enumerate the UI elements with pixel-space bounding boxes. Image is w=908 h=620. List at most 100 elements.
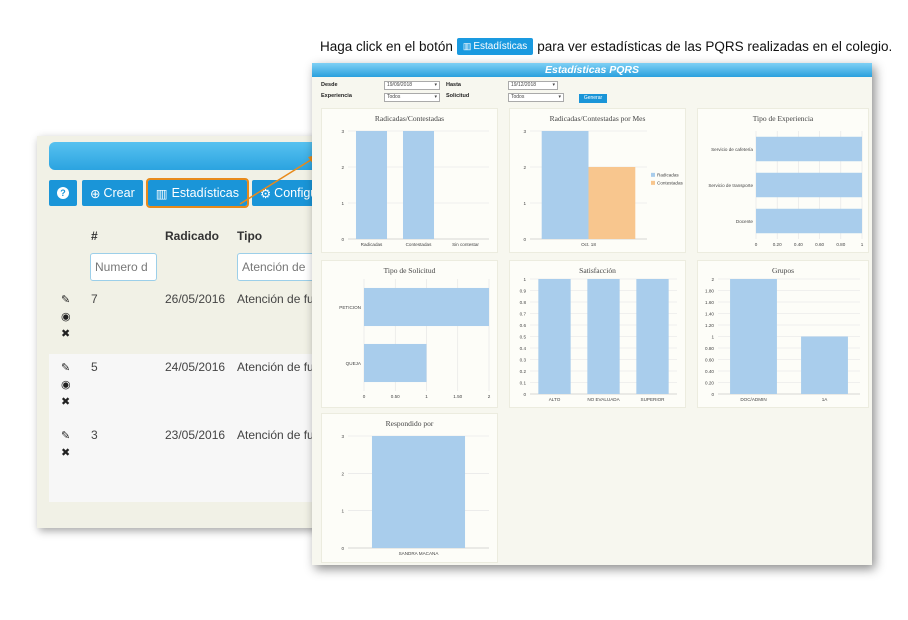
x-tick-label: 0.60 — [815, 242, 824, 247]
legend-label: Radicadas — [657, 172, 679, 177]
delete-icon[interactable]: ✖ — [61, 396, 71, 408]
chart-title: Satisfacción — [579, 266, 616, 275]
y-tick-label: 0.2 — [520, 369, 527, 374]
x-tick-label: 2 — [488, 394, 491, 399]
y-tick-label: 0 — [341, 237, 344, 242]
x-tick-label: Oct. 18 — [581, 242, 596, 247]
chart-solicitud: Tipo de Solicitud 0 0.50 1 1.50 2 PETICION QUEJ… — [321, 260, 498, 408]
x-tick-label: 1A — [822, 397, 829, 402]
chart-svg: 0 1 2 3 Radicadas Contestadas Sin contestar — [341, 129, 489, 247]
row-date: 26/05/2016 — [165, 292, 226, 306]
toolbar: ? ⊕ Crear ▥ Estadísticas ⚙ Configur — [49, 178, 327, 208]
y-tick-label: 0 — [711, 392, 714, 397]
desde-date-input[interactable]: 19/09/2018 ▾ — [384, 81, 440, 90]
chart-title: Tipo de Experiencia — [752, 114, 814, 123]
bar — [588, 167, 636, 239]
edit-icon[interactable]: ✎ — [61, 362, 71, 374]
x-tick-label: 0.40 — [794, 242, 803, 247]
hasta-label: Hasta — [446, 82, 461, 88]
instruction-caption: Haga click en el botón ▥ Estadísticas par… — [320, 38, 892, 55]
bar — [538, 279, 571, 394]
y-tick-label: 2 — [523, 165, 526, 170]
generar-button[interactable]: Generar — [579, 94, 607, 103]
chart-satisfaccion: Satisfacción 0 0.1 0.2 0.3 0.4 0.5 0.6 0.7 0.8 0.9… — [509, 260, 686, 408]
hasta-date-input[interactable]: 19/12/2018 ▾ — [508, 81, 558, 90]
y-tick-label: 1 — [341, 201, 344, 206]
stats-window: Estadísticas PQRS Desde 19/09/2018 ▾ Hast… — [312, 63, 872, 565]
create-label: Crear — [103, 186, 135, 200]
plus-circle-icon: ⊕ — [90, 186, 101, 201]
bar — [364, 343, 427, 383]
caption-before: Haga click en el botón — [320, 39, 453, 54]
table-header: # Radicado Tipo — [91, 229, 262, 243]
bar — [355, 131, 388, 239]
experiencia-label: Experiencia — [321, 93, 352, 99]
row-actions: ✎ ◉ ✖ — [61, 360, 71, 411]
edit-icon[interactable]: ✎ — [61, 294, 71, 306]
row-type: Atención de fun — [237, 428, 321, 442]
bar — [636, 279, 669, 394]
x-tick-label: 0.50 — [391, 394, 400, 399]
row-actions: ✎ ◉ ✖ — [61, 292, 71, 343]
y-tick-label: Servicio de transporte — [708, 183, 753, 188]
gear-icon: ⚙ — [259, 186, 272, 201]
solicitud-select[interactable]: Todos ▾ — [508, 93, 564, 102]
legend-label: Contestadas — [657, 180, 683, 185]
y-tick-label: 1 — [341, 509, 344, 514]
bar — [364, 287, 489, 327]
chart-title: Radicadas/Contestadas por Mes — [549, 114, 646, 123]
edit-icon[interactable]: ✎ — [61, 430, 71, 442]
experiencia-select[interactable]: Todos ▾ — [384, 93, 440, 102]
chart-title: Radicadas/Contestadas — [374, 114, 445, 123]
col-radicado: Radicado — [165, 229, 220, 243]
chevron-down-icon: ▾ — [434, 94, 437, 100]
delete-icon[interactable]: ✖ — [61, 447, 71, 459]
filter-form: Desde 19/09/2018 ▾ Hasta 19/12/2018 ▾ Expe… — [321, 81, 861, 111]
row-num: 3 — [91, 428, 98, 442]
x-tick-label: SUPERIOR — [641, 397, 666, 402]
caption-button-label: Estadísticas — [473, 41, 528, 52]
delete-icon[interactable]: ✖ — [61, 328, 71, 340]
y-tick-label: 0 — [341, 546, 344, 551]
bar — [587, 279, 620, 394]
stats-button[interactable]: ▥ Estadísticas — [145, 178, 249, 208]
y-tick-label: 0.4 — [520, 346, 527, 351]
y-tick-label: 3 — [341, 129, 344, 134]
help-button[interactable]: ? — [49, 180, 77, 206]
x-tick-label: SANDRA MACANA — [399, 551, 440, 556]
chart-svg: 0 0.20 0.40 0.60 0.80 1 Servicio de cafetería S… — [708, 131, 864, 247]
solicitud-label: Solicitud — [446, 93, 470, 99]
chart-svg: 0 0.50 1 1.50 2 PETICION QUEJA — [339, 279, 491, 399]
solicitud-value: Todos — [511, 94, 525, 100]
col-num: # — [91, 229, 98, 243]
experiencia-value: Todos — [387, 94, 401, 100]
x-tick-label: 1 — [425, 394, 428, 399]
y-tick-label: PETICION — [339, 305, 361, 310]
eye-icon[interactable]: ◉ — [61, 379, 71, 391]
x-tick-label: 0.80 — [836, 242, 845, 247]
row-type: Atención de fun — [237, 292, 321, 306]
x-tick-label: 1.50 — [453, 394, 462, 399]
chevron-down-icon: ▾ — [558, 94, 561, 100]
bar-chart-icon: ▥ — [155, 186, 168, 201]
chart-title: Grupos — [771, 266, 795, 275]
create-button[interactable]: ⊕ Crear — [82, 180, 143, 206]
row-actions: ✎ ✖ — [61, 428, 70, 462]
numero-filter-input[interactable]: Numero d — [90, 253, 157, 281]
y-tick-label: 0.9 — [520, 289, 527, 294]
y-tick-label: 2 — [341, 471, 344, 476]
x-tick-label: 0.20 — [773, 242, 782, 247]
eye-icon[interactable]: ◉ — [61, 311, 71, 323]
caption-stats-button: ▥ Estadísticas — [456, 38, 534, 55]
y-tick-label: QUEJA — [346, 361, 362, 366]
chart-svg: 0 1 2 3 SANDRA MACANA — [341, 434, 489, 556]
y-tick-label: 0 — [523, 237, 526, 242]
chart-experiencia: Tipo de Experiencia 0 0.20 0.40 0.60 0.80 1 Ser… — [697, 108, 869, 253]
y-tick-label: Docente — [736, 219, 754, 224]
chart-grupos: Grupos 0 0.20 0.40 0.60 0.80 1 1.20 1.40 1.60 1.80… — [697, 260, 869, 408]
y-tick-label: 1.80 — [705, 289, 714, 294]
x-tick-label: 0 — [363, 394, 366, 399]
row-num: 5 — [91, 360, 98, 374]
bar — [541, 131, 589, 239]
y-tick-label: 1.60 — [705, 300, 714, 305]
